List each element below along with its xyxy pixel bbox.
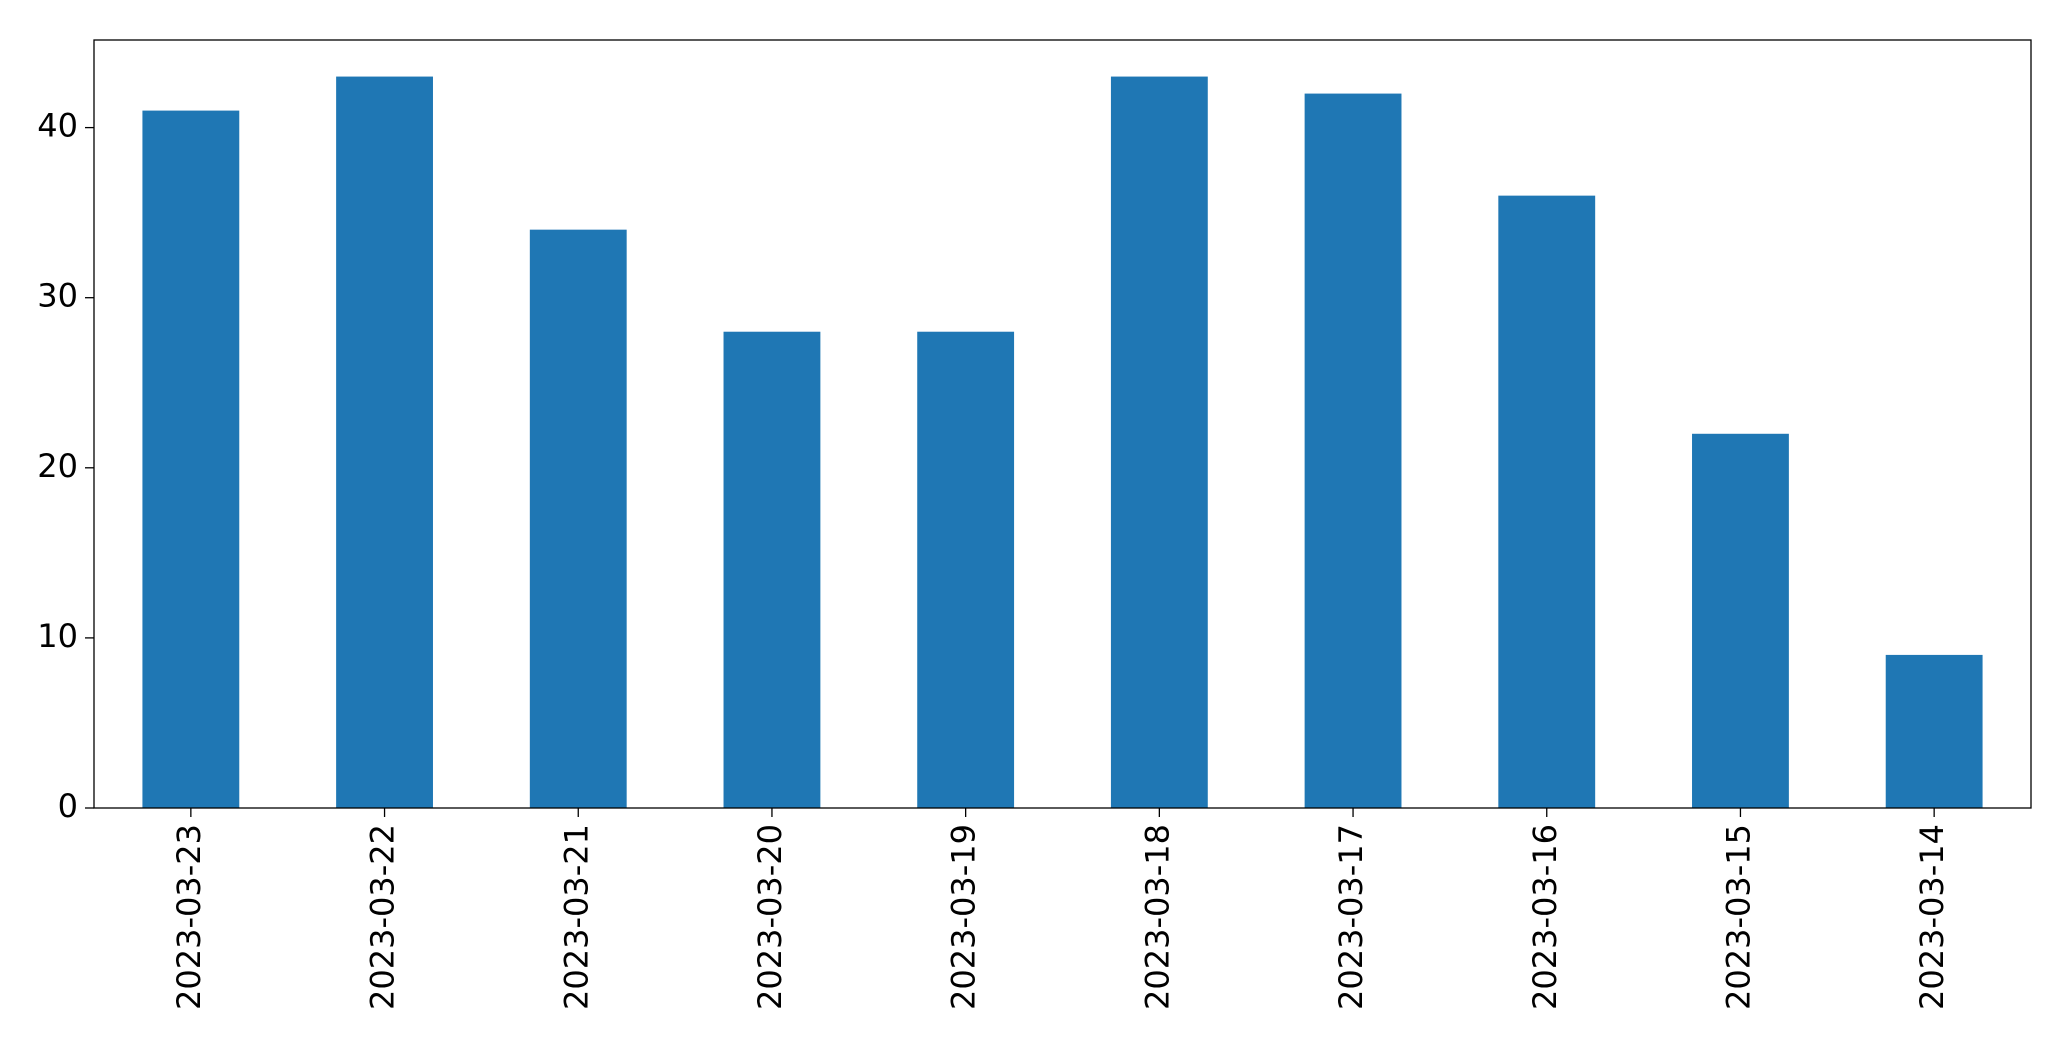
x-tick-label: 2023-03-14 [1913, 824, 1951, 1010]
bar [336, 76, 433, 809]
y-tick-label: 30 [37, 277, 78, 315]
bar [142, 110, 240, 808]
y-tick-label: 20 [37, 447, 78, 485]
x-tick-label: 2023-03-21 [557, 824, 595, 1010]
bar [1885, 654, 1983, 808]
bar [1498, 195, 1596, 809]
bar [917, 331, 1015, 808]
x-tick-label: 2023-03-20 [751, 824, 789, 1010]
x-tick-label: 2023-03-17 [1332, 824, 1370, 1010]
x-tick-label: 2023-03-23 [170, 824, 208, 1010]
bar [1110, 76, 1208, 809]
y-tick-label: 0 [58, 787, 78, 825]
y-tick-label: 10 [37, 617, 78, 655]
bar [529, 229, 627, 808]
x-tick-label: 2023-03-15 [1719, 824, 1757, 1010]
x-tick-label: 2023-03-22 [364, 824, 402, 1010]
bar [1304, 93, 1402, 808]
bar [723, 331, 821, 808]
y-tick-label: 40 [37, 107, 78, 145]
x-tick-label: 2023-03-19 [945, 824, 983, 1010]
x-tick-label: 2023-03-18 [1138, 824, 1176, 1010]
bar [1692, 433, 1789, 808]
x-tick-label: 2023-03-16 [1526, 824, 1564, 1010]
axes-frame [93, 39, 2032, 809]
